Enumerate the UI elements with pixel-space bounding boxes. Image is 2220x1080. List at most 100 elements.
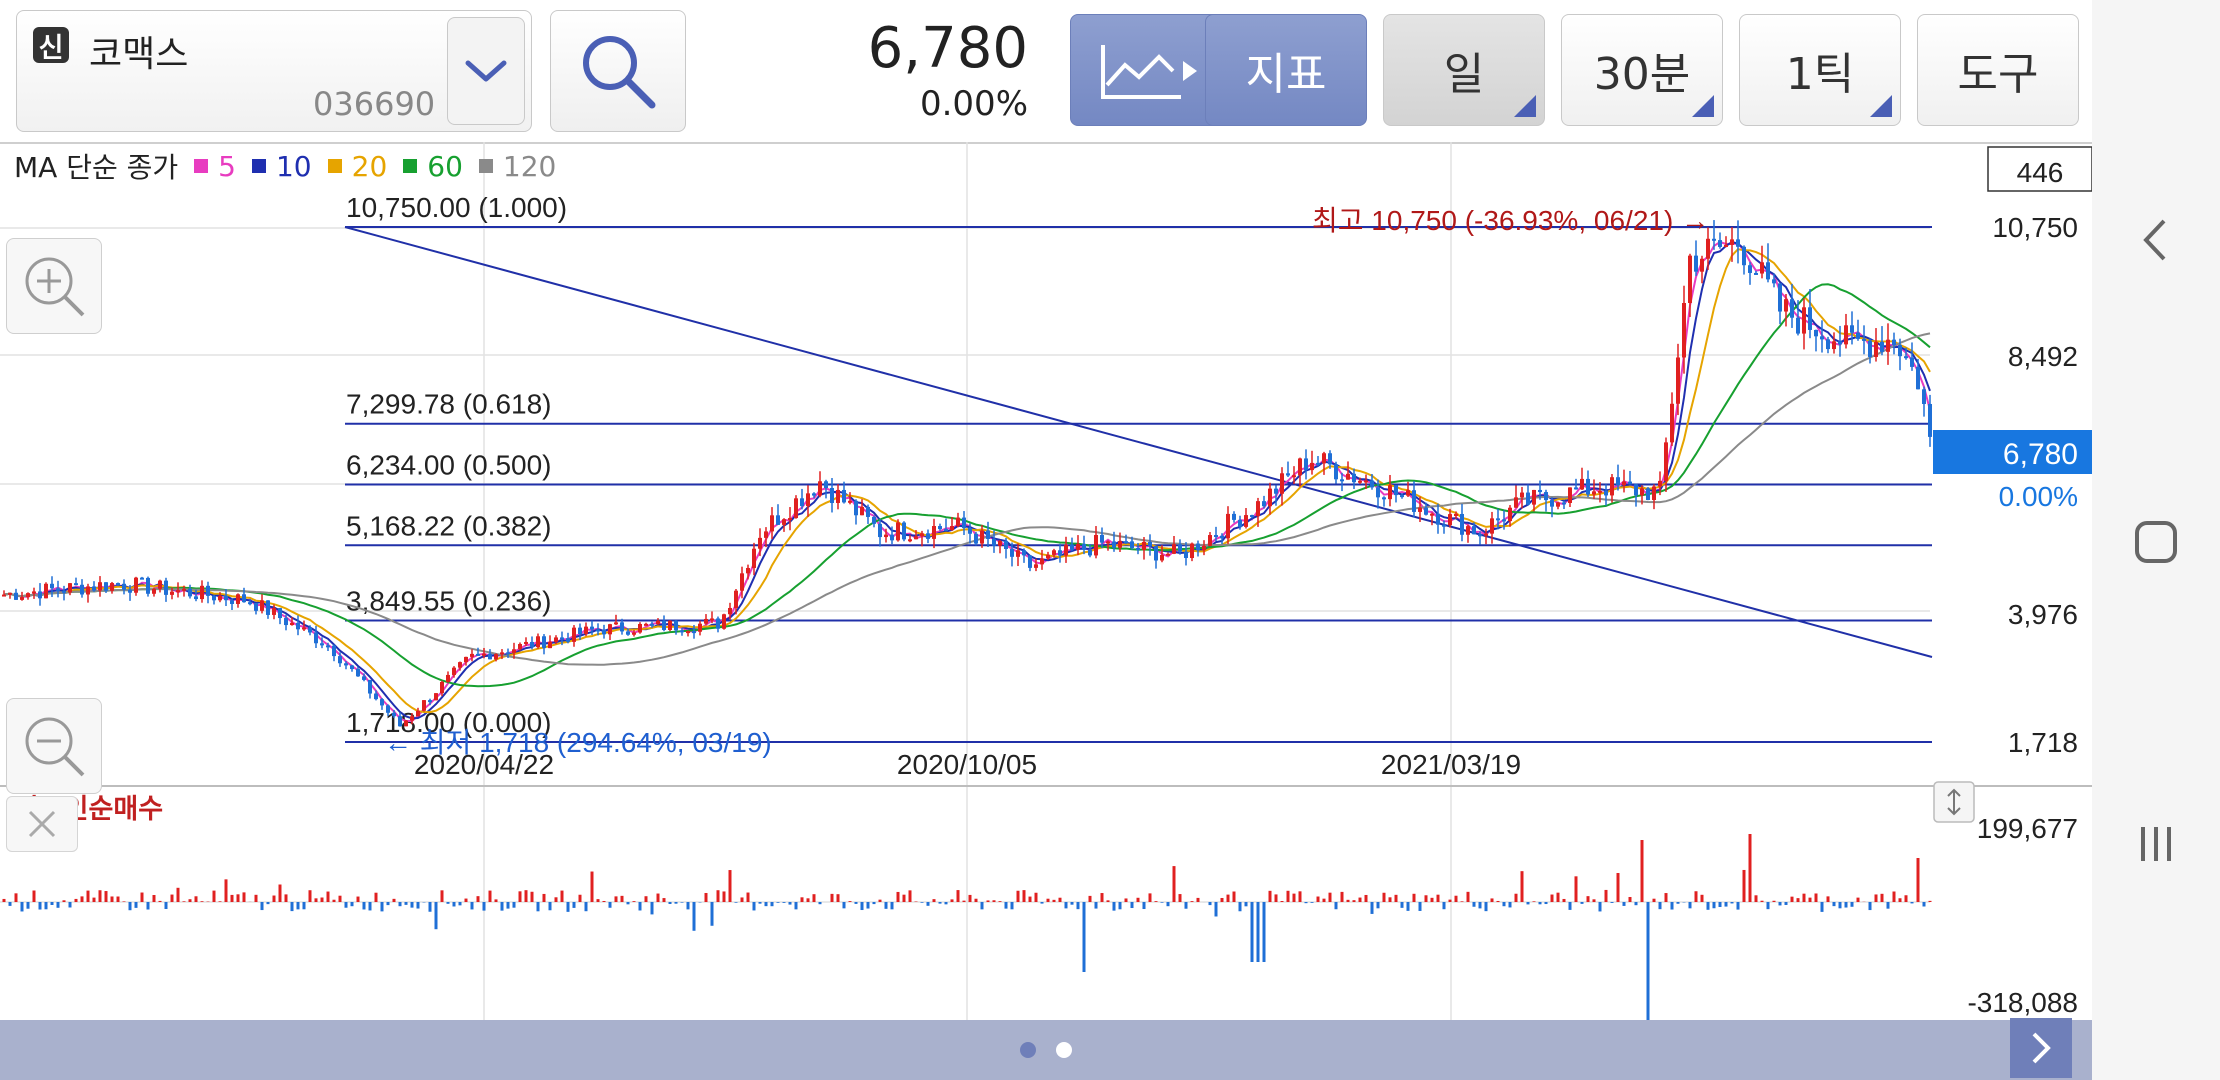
candle-body — [1394, 485, 1398, 496]
net-buy-bar — [128, 902, 132, 911]
net-buy-bar — [974, 898, 978, 902]
candle-body — [230, 600, 234, 604]
period-minute-button[interactable]: 30분 — [1561, 14, 1723, 126]
period-tick-button[interactable]: 1틱 — [1739, 14, 1901, 126]
next-page-button[interactable] — [2010, 1018, 2072, 1078]
net-buy-bar — [1196, 897, 1200, 902]
candle-body — [1844, 325, 1848, 345]
search-icon — [583, 36, 656, 109]
candle-body — [206, 585, 210, 596]
candle-body — [188, 588, 192, 597]
close-subchart-button[interactable] — [6, 796, 78, 852]
search-button[interactable] — [550, 10, 686, 132]
candle-body — [1184, 551, 1188, 559]
candle-body — [1904, 356, 1908, 359]
candle-body — [482, 653, 486, 656]
candle-body — [962, 517, 966, 529]
page-dot-1[interactable] — [1020, 1042, 1036, 1058]
recents-button[interactable] — [2126, 814, 2186, 874]
candle-body — [1598, 490, 1602, 493]
candle-body — [1538, 489, 1542, 493]
zoom-out-button[interactable] — [6, 698, 102, 794]
net-buy-bar — [872, 902, 876, 905]
candle-body — [1262, 501, 1266, 507]
net-buy-bar — [1232, 891, 1236, 902]
candle-body — [1634, 484, 1638, 496]
stock-dropdown-button[interactable] — [447, 17, 525, 125]
net-buy-bar — [1244, 902, 1248, 907]
net-buy-bar — [788, 902, 792, 905]
candle-body — [1808, 307, 1812, 330]
candle-body — [1706, 238, 1710, 259]
candle-body — [1340, 479, 1344, 482]
net-buy-bar — [1466, 891, 1470, 902]
legend-swatch-20 — [327, 159, 342, 173]
net-buy-bar — [356, 896, 360, 902]
candle-body — [164, 580, 168, 595]
net-buy-bar — [1292, 893, 1296, 902]
net-buy-bar — [1448, 899, 1452, 902]
net-buy-bar — [704, 892, 708, 902]
back-button[interactable] — [2126, 210, 2186, 270]
net-buy-bar — [902, 894, 906, 902]
close-icon — [28, 810, 56, 838]
period-day-button[interactable]: 일 — [1383, 14, 1545, 126]
candle-body — [1238, 519, 1242, 527]
net-buy-bar — [38, 902, 42, 910]
candle-body — [248, 602, 252, 605]
candle-body — [1082, 543, 1086, 550]
candle-body — [1280, 473, 1284, 494]
net-buy-bar — [830, 893, 834, 902]
net-buy-bar — [1694, 891, 1698, 902]
net-buy-bar — [494, 899, 498, 902]
net-buy-bar — [1376, 902, 1380, 909]
candle-body — [1436, 513, 1440, 525]
net-buy-bar — [86, 890, 90, 902]
net-buy-bar — [998, 901, 1002, 902]
candle-body — [1838, 341, 1842, 345]
net-buy-bar — [1160, 902, 1164, 903]
candle-body — [128, 589, 132, 593]
home-square-icon — [2135, 521, 2177, 563]
candle-body — [1226, 513, 1230, 539]
chart-type-button[interactable] — [1070, 14, 1228, 126]
net-buy-bar — [140, 892, 144, 902]
zoom-in-button[interactable] — [6, 238, 102, 334]
net-buy-bar — [632, 901, 636, 902]
net-buy-bar — [1814, 893, 1818, 902]
net-buy-bar — [320, 897, 324, 902]
candle-body — [1118, 541, 1122, 548]
tools-button[interactable]: 도구 — [1917, 14, 2079, 126]
stock-selector[interactable]: 신 코맥스 036690 — [16, 10, 532, 132]
net-buy-bar — [1328, 892, 1332, 902]
grid-lines — [0, 142, 2092, 1020]
chart-canvas[interactable]: 10,750.00 (1.000) 7,299.78 (0.618) 6,234.0… — [0, 142, 2092, 1020]
indicator-button[interactable]: 지표 — [1205, 14, 1367, 126]
home-button[interactable] — [2126, 512, 2186, 572]
net-buy-bar — [860, 902, 864, 911]
candle-body — [506, 652, 510, 655]
chart-area[interactable]: 10,750.00 (1.000) 7,299.78 (0.618) 6,234.0… — [0, 142, 2092, 1020]
net-buy-bar — [98, 890, 102, 902]
candle-body — [1046, 554, 1050, 559]
candle-body — [782, 519, 786, 525]
candle-body — [452, 667, 456, 675]
net-buy-bar — [1826, 896, 1830, 902]
net-buy-bar — [1508, 902, 1512, 908]
page-dot-2[interactable] — [1056, 1042, 1072, 1058]
candle-body — [1658, 480, 1662, 487]
net-buy-bar — [1616, 872, 1620, 902]
net-buy-bar — [1460, 901, 1464, 902]
candle-body — [1688, 255, 1692, 304]
net-buy-bar — [1130, 902, 1134, 909]
candle-body — [1346, 473, 1350, 480]
net-buy-bar — [662, 898, 666, 902]
candle-body — [758, 537, 762, 549]
candle-body — [20, 597, 24, 600]
resize-handle[interactable] — [1933, 781, 1975, 823]
candle-body — [1862, 338, 1866, 341]
candle-body — [1460, 513, 1464, 535]
candle-body — [356, 669, 360, 677]
ma-legend[interactable]: MA 단순 종가 5 10 20 60 120 — [14, 146, 556, 186]
net-buy-bar — [1886, 902, 1890, 909]
